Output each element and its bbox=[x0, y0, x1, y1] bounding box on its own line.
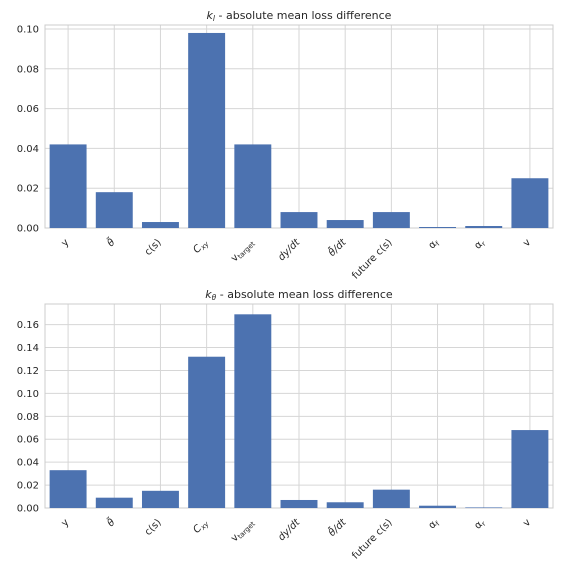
x-tick-label: αf bbox=[427, 237, 442, 252]
chart-title: kl - absolute mean loss difference bbox=[207, 9, 392, 23]
bar-4 bbox=[188, 32, 226, 228]
x-tick-label: v bbox=[521, 517, 533, 529]
x-tick-label: future c(s) bbox=[350, 237, 395, 282]
bar-9 bbox=[419, 505, 457, 508]
y-tick-label: 0.02 bbox=[17, 481, 39, 492]
x-tick-label: dy/dt bbox=[276, 236, 303, 263]
x-tick-label: dy/dt bbox=[276, 516, 303, 543]
bar-3 bbox=[141, 222, 179, 228]
chart-panel-2: 0.00 0.02 0.04 0.06 0.08 0.10 0.12 0.14 0.16 y θ̃ c… bbox=[17, 288, 554, 562]
bar-7 bbox=[326, 502, 364, 508]
x-tick-label: αr bbox=[473, 237, 488, 252]
y-tick-label: 0.08 bbox=[17, 64, 39, 75]
y-tick-label: 0.06 bbox=[17, 104, 39, 115]
y-tick-label: 0.00 bbox=[17, 504, 39, 515]
x-tick-label: θ̃/dt bbox=[325, 514, 350, 539]
y-tick-label: 0.06 bbox=[17, 435, 39, 446]
bar-6 bbox=[280, 212, 318, 228]
bar-1 bbox=[49, 144, 87, 228]
y-tick-label: 0.04 bbox=[17, 458, 39, 469]
x-tick-label: vtarget bbox=[229, 517, 257, 545]
bar-2 bbox=[95, 497, 133, 508]
y-tick-label: 0.10 bbox=[17, 24, 39, 35]
x-tick-label: αf bbox=[427, 517, 442, 532]
x-tick-label: y bbox=[59, 517, 71, 529]
bar-5 bbox=[234, 144, 272, 228]
chart-title: kθ - absolute mean loss difference bbox=[205, 288, 393, 302]
y-tick-label: 0.12 bbox=[17, 366, 39, 377]
y-tick-label: 0.02 bbox=[17, 184, 39, 195]
x-tick-label: c(s) bbox=[143, 517, 164, 538]
y-tick-label: 0.14 bbox=[17, 343, 39, 354]
x-tick-label: y bbox=[59, 237, 71, 249]
bar-10 bbox=[465, 507, 503, 509]
y-tick-label: 0.08 bbox=[17, 412, 39, 423]
bar-5 bbox=[234, 314, 272, 508]
bar-11 bbox=[511, 178, 549, 228]
x-tick-label: v bbox=[521, 237, 533, 249]
x-tick-label: Cxy bbox=[191, 237, 211, 257]
x-tick-label: θ̃ bbox=[103, 515, 117, 529]
bar-2 bbox=[95, 192, 133, 228]
x-tick-label: vtarget bbox=[229, 237, 257, 265]
y-tick-label: 0.04 bbox=[17, 144, 39, 155]
x-tick-label: θ̃ bbox=[103, 235, 117, 249]
bar-11 bbox=[511, 430, 549, 508]
x-tick-label: future c(s) bbox=[350, 517, 395, 562]
x-tick-label: θ̃/dt bbox=[325, 234, 350, 259]
bar-6 bbox=[280, 499, 318, 508]
bar-8 bbox=[372, 489, 410, 508]
bar-10 bbox=[465, 226, 503, 228]
bar-7 bbox=[326, 220, 364, 228]
x-tick-label: αr bbox=[473, 517, 488, 532]
bar-9 bbox=[419, 227, 457, 228]
bar-4 bbox=[188, 356, 226, 508]
x-tick-label: Cxy bbox=[191, 517, 211, 537]
x-tick-label: c(s) bbox=[143, 237, 164, 258]
bar-3 bbox=[141, 490, 179, 508]
y-tick-label: 0.10 bbox=[17, 389, 39, 400]
bar-8 bbox=[372, 212, 410, 228]
chart-panel-1: 0.00 0.02 0.04 0.06 0.08 0.10 y θ̃ c(s) Cxy vtarge… bbox=[17, 9, 554, 282]
bar-1 bbox=[49, 470, 87, 508]
y-tick-label: 0.00 bbox=[17, 224, 39, 235]
y-tick-label: 0.16 bbox=[17, 320, 39, 331]
